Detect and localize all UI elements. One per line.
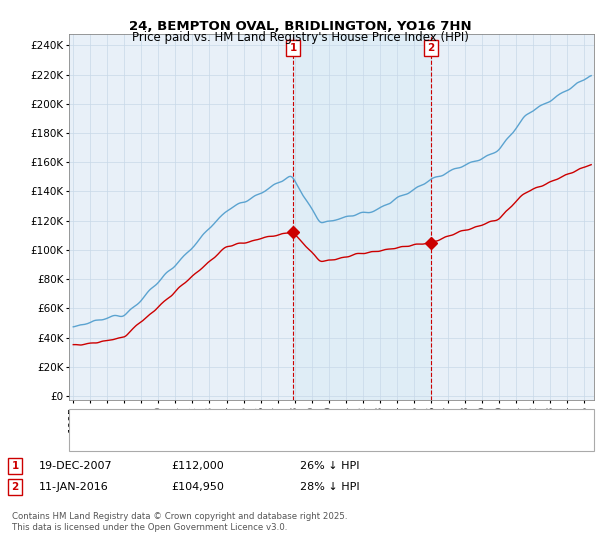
Text: 28% ↓ HPI: 28% ↓ HPI — [300, 482, 359, 492]
Text: 24, BEMPTON OVAL, BRIDLINGTON, YO16 7HN (semi-detached house): 24, BEMPTON OVAL, BRIDLINGTON, YO16 7HN … — [111, 416, 458, 426]
Text: 19-DEC-2007: 19-DEC-2007 — [39, 461, 113, 471]
Text: 2: 2 — [11, 482, 19, 492]
Text: £112,000: £112,000 — [171, 461, 224, 471]
Text: £104,950: £104,950 — [171, 482, 224, 492]
Text: 11-JAN-2016: 11-JAN-2016 — [39, 482, 109, 492]
Bar — [293, 34, 431, 400]
Text: 1: 1 — [11, 461, 19, 471]
Text: 1: 1 — [290, 43, 297, 53]
Text: Contains HM Land Registry data © Crown copyright and database right 2025.
This d: Contains HM Land Registry data © Crown c… — [12, 512, 347, 532]
Text: Price paid vs. HM Land Registry's House Price Index (HPI): Price paid vs. HM Land Registry's House … — [131, 31, 469, 44]
Text: 26% ↓ HPI: 26% ↓ HPI — [300, 461, 359, 471]
Text: 2: 2 — [427, 43, 434, 53]
Text: 24, BEMPTON OVAL, BRIDLINGTON, YO16 7HN: 24, BEMPTON OVAL, BRIDLINGTON, YO16 7HN — [128, 20, 472, 32]
Text: HPI: Average price, semi-detached house, East Riding of Yorkshire: HPI: Average price, semi-detached house,… — [111, 434, 440, 444]
